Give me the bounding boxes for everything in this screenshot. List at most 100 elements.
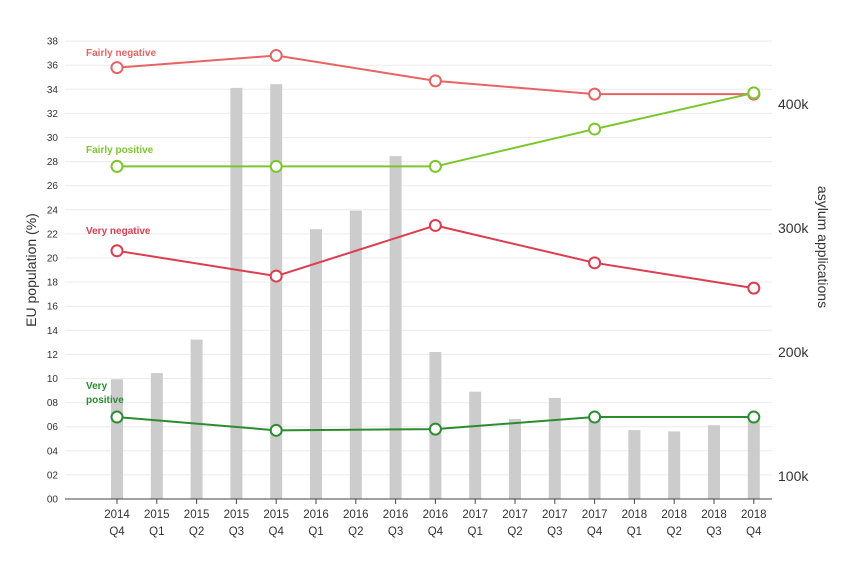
left-tick-label: 18 (47, 278, 59, 289)
asylum-bar (310, 229, 322, 500)
series-point (269, 49, 283, 63)
x-tick-quarter: Q3 (388, 526, 403, 538)
series-labels: Fairly negative Fairly positive Very negat… (86, 48, 156, 406)
x-tick-quarter: Q4 (428, 526, 444, 538)
series-point (428, 74, 442, 88)
left-tick-label: 10 (47, 374, 59, 385)
x-tick-year: 2016 (423, 509, 449, 521)
x-tick-quarter: Q2 (507, 526, 522, 538)
x-tick-quarter: Q3 (229, 526, 244, 538)
series-point (269, 423, 283, 437)
asylum-bar (668, 431, 681, 499)
left-tick-label: 38 (47, 37, 59, 48)
asylum-bar (588, 416, 601, 499)
right-tick-label: 100k (778, 468, 809, 484)
left-axis-ticks: 00 02 04 06 08 10 12 14 16 18 20 22 24 26 28 30 32 34 36 38 (47, 37, 59, 506)
asylum-bar (150, 373, 163, 499)
right-tick-label: 200k (778, 344, 809, 360)
line-series (110, 49, 761, 437)
x-tick-quarter: Q4 (746, 526, 762, 538)
left-tick-label: 34 (47, 85, 59, 96)
x-tick-quarter: Q1 (149, 526, 164, 538)
x-tick-quarter: Q1 (468, 526, 483, 538)
x-axis-ticks: 2014 Q4 2015 Q1 2015 Q2 2015 Q3 2015 Q4 2016 Q1 2016… (104, 499, 767, 538)
left-tick-label: 26 (47, 181, 59, 192)
series-point (428, 218, 442, 232)
left-tick-label: 16 (47, 302, 59, 313)
asylum-bar (548, 397, 561, 499)
left-axis-title: EU population (%) (23, 213, 39, 327)
asylum-bar (469, 391, 482, 499)
asylum-bar (708, 425, 720, 499)
series-line (117, 91, 755, 168)
x-tick-year: 2016 (343, 509, 369, 521)
x-tick-year: 2015 (144, 509, 170, 521)
series-point (747, 281, 761, 295)
series-label: Fairly positive (86, 145, 154, 156)
series-label: Fairly negative (86, 48, 156, 59)
series-point (110, 61, 124, 75)
x-tick-quarter: Q4 (269, 526, 285, 538)
x-tick-year: 2017 (502, 509, 528, 521)
right-tick-label: 300k (778, 220, 809, 236)
bar-series (111, 84, 760, 500)
x-tick-year: 2018 (622, 509, 648, 521)
asylum-bar (349, 210, 362, 499)
x-tick-quarter: Q3 (547, 526, 562, 538)
series-point (428, 422, 442, 436)
left-tick-label: 36 (47, 61, 59, 72)
series-point (269, 269, 283, 283)
series-point (588, 122, 602, 136)
asylum-bar (190, 339, 203, 499)
series-point (747, 410, 761, 424)
x-tick-year: 2016 (303, 509, 329, 521)
x-tick-year: 2015 (263, 509, 289, 521)
left-tick-label: 12 (47, 350, 59, 361)
series-point (588, 87, 602, 101)
asylum-bar (389, 156, 402, 499)
left-tick-label: 22 (47, 229, 59, 240)
x-tick-year: 2015 (184, 509, 210, 521)
asylum-bar (230, 87, 243, 499)
series-label: Very negative (86, 226, 151, 237)
left-tick-label: 06 (47, 422, 59, 433)
asylum-bar (111, 379, 123, 499)
left-tick-label: 08 (47, 398, 59, 409)
x-tick-year: 2018 (741, 509, 767, 521)
x-tick-quarter: Q2 (348, 526, 363, 538)
left-tick-label: 24 (47, 205, 59, 216)
x-tick-year: 2015 (224, 509, 250, 521)
series-point (747, 86, 761, 100)
x-tick-year: 2014 (104, 509, 130, 521)
series-point (428, 159, 442, 173)
axes: 00 02 04 06 08 10 12 14 16 18 20 22 24 26 28 30 32 34 36 38… (23, 37, 831, 538)
x-tick-year: 2018 (701, 509, 727, 521)
left-tick-label: 02 (47, 470, 59, 481)
x-tick-year: 2017 (542, 509, 568, 521)
series-line (116, 224, 754, 290)
left-tick-label: 32 (47, 109, 59, 120)
left-tick-label: 20 (47, 254, 59, 265)
x-tick-quarter: Q2 (189, 526, 204, 538)
series-point (269, 159, 283, 173)
right-axis-ticks: 100k200k300k400k500k (778, 96, 809, 484)
left-tick-label: 30 (47, 133, 59, 144)
series-point (588, 410, 602, 424)
asylum-bar (270, 84, 283, 499)
x-tick-year: 2017 (582, 509, 608, 521)
x-tick-quarter: Q2 (667, 526, 682, 538)
asylum-bar (747, 420, 760, 499)
right-axis-title: asylum applications (815, 186, 831, 308)
asylum-bar (509, 418, 521, 499)
x-tick-year: 2018 (661, 509, 687, 521)
left-tick-label: 14 (47, 326, 59, 337)
x-tick-year: 2017 (462, 509, 488, 521)
series-point (588, 256, 602, 270)
x-tick-quarter: Q3 (706, 526, 721, 538)
grid (65, 40, 772, 476)
asylum-bar (628, 430, 641, 499)
x-tick-quarter: Q1 (308, 526, 323, 538)
x-tick-quarter: Q4 (109, 526, 125, 538)
